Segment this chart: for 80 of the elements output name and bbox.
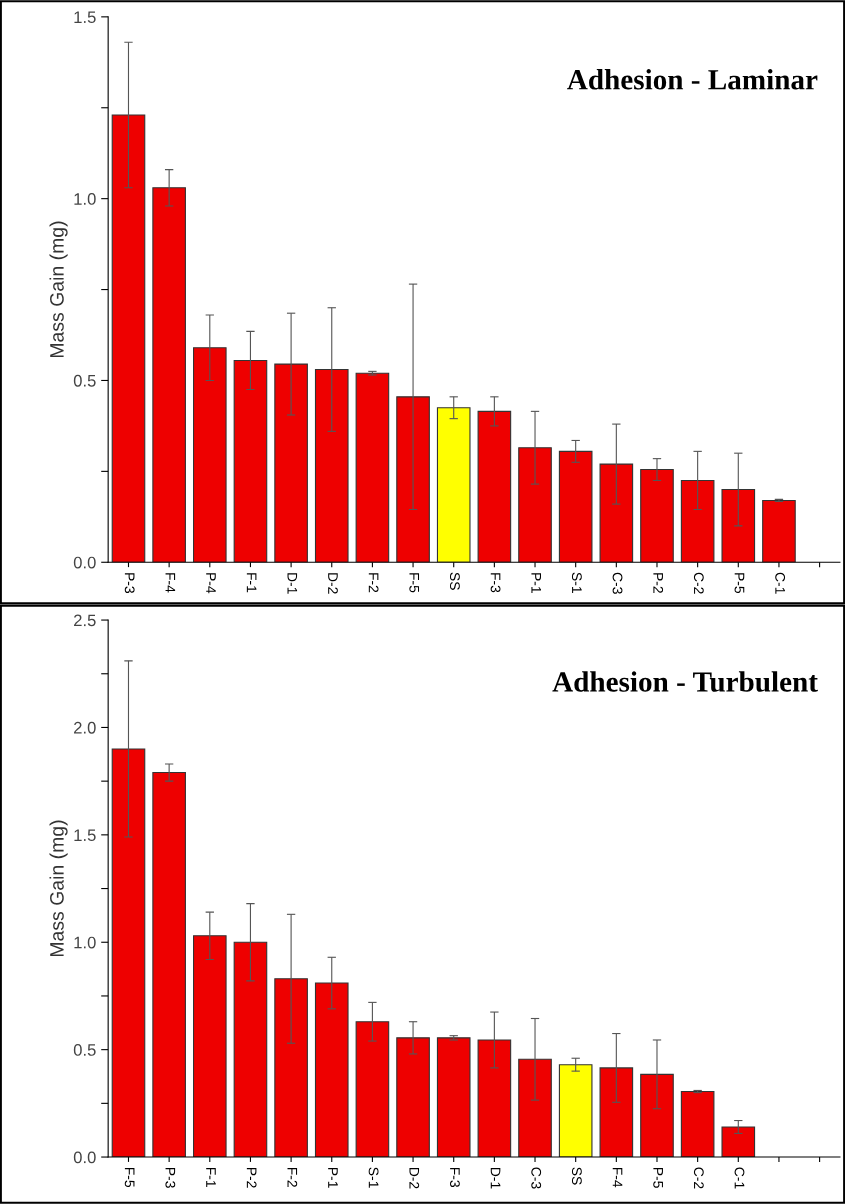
bar [436,407,471,563]
y-tick-label: 2.5 [74,614,96,627]
x-tick-label: C-1 [775,572,786,594]
bar [680,479,715,563]
x-tick-label: S-1 [368,1167,379,1188]
bar [599,463,634,563]
bar [192,935,227,1158]
y-tick-label: 1.0 [74,936,96,949]
x-tick-label: F-2 [287,1167,298,1187]
x-tick-label: P-1 [328,1167,338,1188]
bar [355,1021,390,1158]
x-tick-label: C-3 [612,572,623,594]
y-tick-label: 0.0 [73,556,96,569]
x-tick-label: SS [571,1167,582,1185]
x-tick-label: F-5 [124,1167,135,1188]
bar [314,369,349,563]
x-tick-label: F-2 [368,573,379,593]
x-tick-label: D-1 [490,1167,501,1189]
x-tick-label: P-3 [124,573,135,593]
x-tick-label: C-2 [693,572,704,594]
x-tick-label: D-1 [287,573,298,594]
bar [518,447,552,563]
bar [477,1039,512,1158]
text: Adhesion - Laminar [567,69,818,90]
x-tick-label: C-2 [693,1167,704,1189]
x-tick-label: F-4 [612,1167,623,1188]
bar [721,488,756,563]
x-tick-label: P-4 [206,573,216,594]
bar [599,1067,634,1158]
bar [152,772,186,1158]
bar [721,1126,756,1158]
text: Adhesion - Turbulent [552,671,818,692]
y-tick-label: 2.0 [74,721,96,734]
y-tick-label: 1.5 [74,829,96,842]
bar [233,359,268,563]
x-tick-label: F-3 [449,1167,460,1187]
x-tick-label: P-2 [246,1167,257,1188]
bar [355,372,390,563]
bar [274,363,308,563]
bar [396,396,430,563]
y-tick-label: 1.0 [74,193,96,205]
x-tick-label: S-1 [571,572,582,593]
bar [192,347,227,563]
bar [274,978,308,1158]
x-tick-label: F-1 [246,573,257,593]
x-tick-label: F-5 [409,573,420,593]
y-tick-label: 1.5 [74,11,96,24]
bar [111,114,146,563]
bar [436,1037,471,1158]
bar [152,187,186,563]
y-tick-label: 0.0 [73,1151,96,1164]
x-tick-label: P-5 [734,573,745,594]
x-tick-label: P-1 [531,573,541,593]
x-tick-label: C-3 [531,1167,542,1189]
x-tick-label: P-3 [165,1167,176,1188]
bar [640,468,674,563]
bar [314,982,349,1158]
x-tick-label: SS [449,572,460,590]
bar [762,499,796,563]
y-tick-label: 0.5 [73,374,96,387]
x-tick-label: C-1 [734,1167,745,1189]
y-axis-title: Mass Gain (mg) [49,221,68,358]
x-tick-label: F-4 [165,573,176,593]
x-tick-label: D-2 [409,1167,420,1189]
bar [518,1058,552,1158]
x-tick-label: D-2 [328,573,338,594]
bar [558,1064,593,1158]
x-tick-label: P-5 [653,1167,663,1188]
x-tick-label: P-2 [653,573,664,593]
bar [233,941,268,1158]
bar [111,748,146,1158]
bar [477,410,512,563]
x-tick-label: F-1 [206,1167,216,1187]
y-axis-title: Mass Gain (mg) [49,820,68,957]
y-tick-label: 0.5 [73,1044,96,1056]
bar [396,1037,430,1158]
bar [640,1073,674,1158]
x-tick-label: F-3 [490,573,501,593]
bar [558,450,593,563]
bar [680,1090,715,1158]
